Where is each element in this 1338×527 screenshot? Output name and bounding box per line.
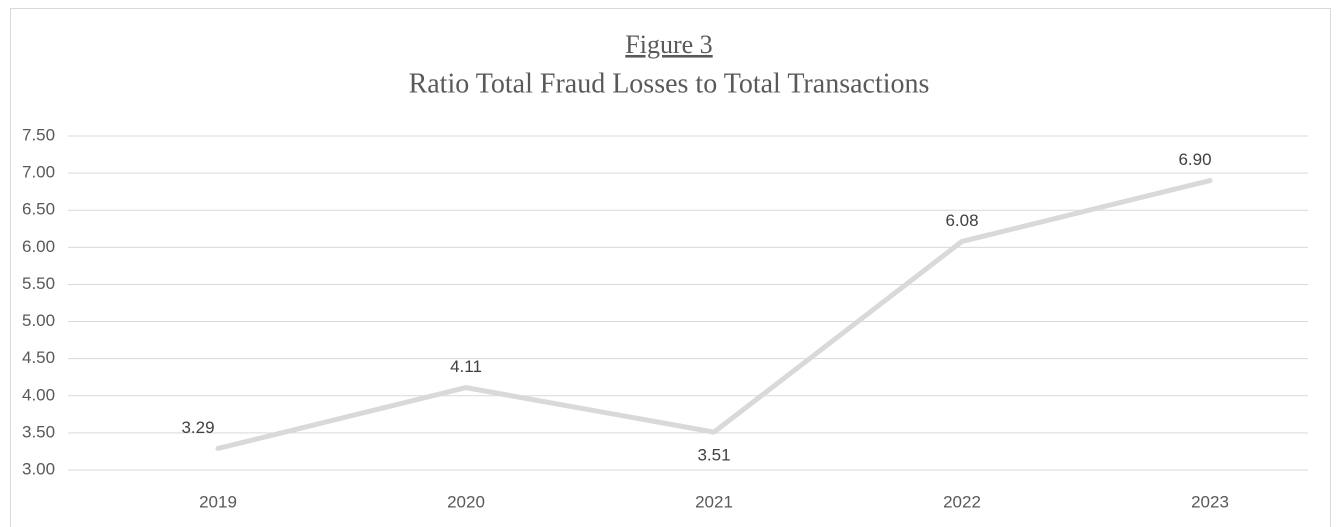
y-tick-label: 4.00: [22, 385, 55, 404]
y-tick-label: 6.50: [22, 200, 55, 219]
y-tick-label: 3.00: [22, 459, 55, 478]
chart-title: Figure 3: [625, 30, 712, 59]
data-label: 3.29: [181, 418, 214, 437]
y-tick-label: 3.50: [22, 422, 55, 441]
y-tick-label: 5.00: [22, 311, 55, 330]
x-tick-label: 2022: [943, 492, 981, 511]
data-label: 6.08: [945, 211, 978, 230]
y-tick-label: 7.00: [22, 163, 55, 182]
data-line: [215, 178, 1213, 451]
x-tick-label: 2019: [199, 492, 237, 511]
y-tick-label: 6.00: [22, 237, 55, 256]
y-tick-label: 4.50: [22, 348, 55, 367]
chart-border: [10, 8, 1331, 527]
data-label: 6.90: [1178, 150, 1211, 169]
data-label: 3.51: [697, 446, 730, 465]
x-tick-label: 2020: [447, 492, 485, 511]
x-tick-label: 2021: [695, 492, 733, 511]
chart-subtitle: Ratio Total Fraud Losses to Total Transa…: [409, 68, 930, 99]
y-tick-label: 5.50: [22, 274, 55, 293]
x-tick-label: 2023: [1191, 492, 1229, 511]
data-label: 4.11: [450, 357, 482, 376]
y-tick-label: 7.50: [22, 125, 55, 144]
